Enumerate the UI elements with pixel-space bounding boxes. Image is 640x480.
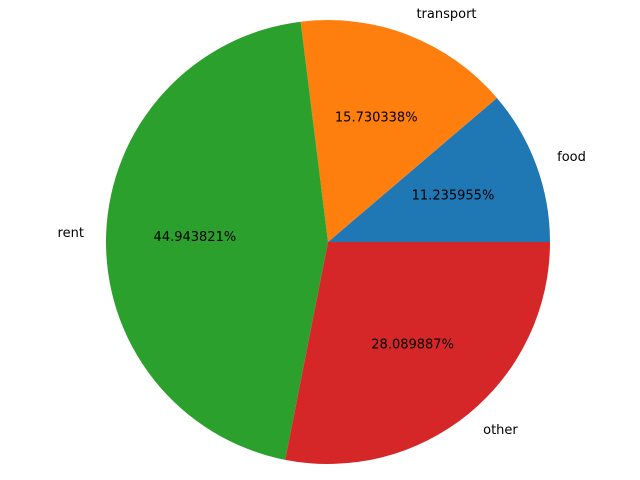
pie-slice-other <box>285 242 550 464</box>
pie-slice-rent <box>106 21 328 460</box>
slice-label-rent: rent <box>58 226 84 241</box>
slice-percent-rent: 44.943821% <box>154 230 237 245</box>
pie-slice-transport <box>300 19 497 242</box>
slice-percent-transport: 15.730338% <box>335 110 418 125</box>
slice-label-transport: transport <box>416 7 476 22</box>
slice-percent-other: 28.089887% <box>371 337 454 352</box>
labels-layer: food 11.235955% transport 15.730338% rent 44.… <box>58 7 586 438</box>
pie-slice-food <box>328 97 550 242</box>
slices-layer <box>106 19 550 464</box>
slice-label-other: other <box>483 423 518 438</box>
slice-label-food: food <box>557 150 586 165</box>
slice-percent-food: 11.235955% <box>412 188 495 203</box>
